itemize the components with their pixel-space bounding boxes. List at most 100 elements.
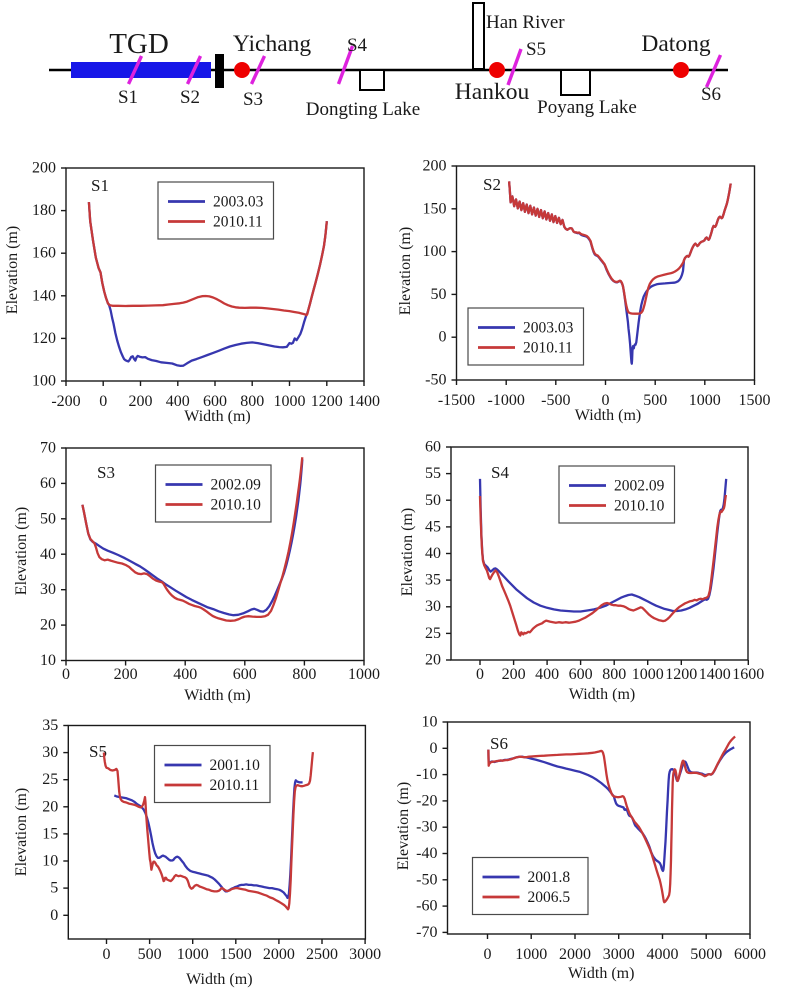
svg-text:1400: 1400: [699, 666, 731, 683]
svg-text:3000: 3000: [349, 946, 381, 963]
svg-text:2010.11: 2010.11: [523, 340, 573, 357]
svg-text:150: 150: [423, 200, 447, 217]
svg-text:S3: S3: [97, 463, 115, 482]
svg-text:2500: 2500: [306, 946, 338, 963]
svg-text:70: 70: [40, 440, 56, 457]
svg-text:50: 50: [425, 492, 441, 509]
svg-text:-40: -40: [416, 845, 437, 862]
svg-text:-60: -60: [416, 898, 437, 915]
svg-text:Datong: Datong: [641, 31, 710, 57]
svg-text:Poyang Lake: Poyang Lake: [537, 97, 637, 118]
svg-text:Elevation (m): Elevation (m): [397, 227, 414, 315]
svg-text:2003.03: 2003.03: [523, 320, 574, 337]
svg-text:Width (m): Width (m): [184, 687, 250, 704]
svg-text:600: 600: [569, 666, 593, 683]
svg-text:200: 200: [129, 393, 153, 410]
svg-text:60: 60: [40, 475, 56, 492]
svg-text:S4: S4: [491, 463, 509, 482]
svg-text:10: 10: [422, 714, 438, 731]
svg-text:0: 0: [103, 946, 111, 963]
svg-text:20: 20: [42, 798, 58, 815]
svg-text:60: 60: [425, 439, 441, 456]
svg-text:800: 800: [240, 393, 264, 410]
svg-text:6000: 6000: [734, 946, 766, 963]
svg-text:S6: S6: [701, 84, 721, 105]
svg-text:180: 180: [32, 202, 56, 219]
svg-text:0: 0: [62, 666, 70, 683]
svg-text:800: 800: [602, 666, 626, 683]
svg-text:Width (m): Width (m): [184, 408, 250, 425]
svg-text:-50: -50: [425, 372, 446, 389]
svg-text:55: 55: [425, 465, 441, 482]
svg-text:0: 0: [476, 666, 484, 683]
svg-text:2000: 2000: [263, 946, 295, 963]
svg-text:200: 200: [114, 666, 138, 683]
svg-text:0: 0: [99, 393, 107, 410]
svg-text:1500: 1500: [739, 392, 771, 409]
svg-text:35: 35: [425, 572, 441, 589]
svg-text:10: 10: [40, 652, 56, 669]
svg-text:0: 0: [50, 907, 58, 924]
svg-text:-1500: -1500: [438, 392, 475, 409]
svg-text:2010.11: 2010.11: [213, 214, 263, 231]
svg-text:30: 30: [42, 744, 58, 761]
svg-text:1200: 1200: [665, 666, 697, 683]
svg-text:Elevation (m): Elevation (m): [399, 508, 416, 596]
svg-text:2006.5: 2006.5: [528, 889, 571, 906]
svg-text:15: 15: [42, 825, 58, 842]
svg-text:30: 30: [40, 581, 56, 598]
svg-text:5: 5: [50, 880, 58, 897]
svg-text:S4: S4: [347, 35, 368, 56]
svg-text:1500: 1500: [220, 946, 252, 963]
svg-text:25: 25: [425, 625, 441, 642]
svg-text:S2: S2: [483, 175, 501, 194]
svg-text:-50: -50: [416, 871, 437, 888]
svg-text:2010.10: 2010.10: [211, 497, 262, 514]
svg-text:120: 120: [32, 330, 56, 347]
svg-text:2002.09: 2002.09: [614, 478, 665, 495]
svg-text:800: 800: [292, 666, 316, 683]
svg-text:2001.8: 2001.8: [528, 869, 571, 886]
svg-text:Elevation (m): Elevation (m): [395, 782, 412, 870]
svg-text:Elevation (m): Elevation (m): [13, 788, 30, 876]
svg-text:1000: 1000: [689, 392, 721, 409]
svg-text:400: 400: [173, 666, 197, 683]
svg-text:0: 0: [484, 946, 492, 963]
svg-text:Hankou: Hankou: [455, 79, 530, 105]
svg-text:S1: S1: [91, 176, 109, 195]
svg-text:S3: S3: [243, 89, 263, 110]
svg-text:Width (m): Width (m): [569, 686, 635, 703]
svg-text:1000: 1000: [348, 666, 380, 683]
svg-text:1000: 1000: [632, 666, 664, 683]
svg-text:2010.10: 2010.10: [614, 498, 665, 515]
svg-text:1200: 1200: [311, 393, 343, 410]
svg-text:45: 45: [425, 518, 441, 535]
svg-text:10: 10: [42, 853, 58, 870]
svg-text:1400: 1400: [348, 393, 380, 410]
svg-text:2003.03: 2003.03: [213, 194, 264, 211]
svg-text:600: 600: [233, 666, 257, 683]
svg-text:-500: -500: [541, 392, 570, 409]
svg-text:500: 500: [643, 392, 667, 409]
svg-text:2010.11: 2010.11: [210, 777, 260, 794]
svg-text:Elevation (m): Elevation (m): [4, 226, 21, 314]
svg-text:S5: S5: [526, 39, 546, 60]
svg-text:100: 100: [32, 373, 56, 390]
svg-text:S1: S1: [118, 87, 138, 108]
svg-text:600: 600: [203, 393, 227, 410]
svg-text:Width (m): Width (m): [186, 971, 252, 988]
svg-text:50: 50: [431, 286, 447, 303]
svg-text:S6: S6: [490, 734, 508, 753]
svg-text:Elevation (m): Elevation (m): [13, 507, 30, 595]
svg-text:1600: 1600: [732, 666, 764, 683]
svg-text:-30: -30: [416, 819, 437, 836]
svg-text:1000: 1000: [274, 393, 306, 410]
svg-text:40: 40: [425, 545, 441, 562]
svg-text:40: 40: [40, 546, 56, 563]
svg-text:-1000: -1000: [488, 392, 525, 409]
svg-text:200: 200: [502, 666, 526, 683]
svg-text:4000: 4000: [647, 946, 679, 963]
svg-text:2001.10: 2001.10: [210, 757, 261, 774]
svg-text:30: 30: [425, 598, 441, 615]
svg-text:2000: 2000: [559, 946, 591, 963]
